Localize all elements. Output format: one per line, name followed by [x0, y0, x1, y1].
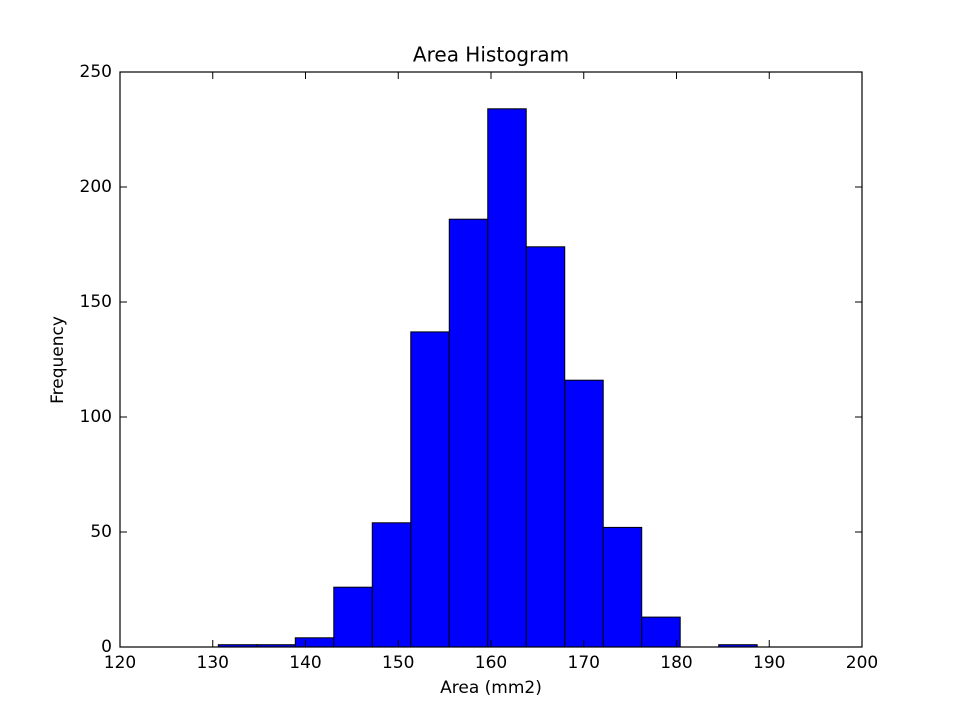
x-tick-label: 150 — [382, 653, 414, 673]
chart-title: Area Histogram — [413, 43, 569, 67]
y-tick-label: 0 — [101, 637, 112, 657]
bar — [487, 108, 527, 648]
y-tick-label: 100 — [80, 407, 112, 427]
bar — [371, 522, 412, 648]
y-tick-label: 250 — [80, 62, 112, 82]
x-tick-label: 140 — [289, 653, 321, 673]
bar — [564, 379, 604, 648]
bar — [641, 616, 681, 648]
x-tick-label: 160 — [475, 653, 507, 673]
x-tick-label: 120 — [104, 653, 136, 673]
x-tick-label: 200 — [846, 653, 878, 673]
y-tick-label: 200 — [80, 177, 112, 197]
bar — [333, 586, 373, 648]
bar — [525, 246, 566, 648]
x-tick-label: 130 — [197, 653, 229, 673]
bar — [448, 218, 489, 648]
y-tick-label: 150 — [80, 292, 112, 312]
x-tick-label: 180 — [660, 653, 692, 673]
x-tick-label: 190 — [753, 653, 785, 673]
y-axis-label: Frequency — [48, 316, 68, 404]
x-tick-label: 170 — [568, 653, 600, 673]
bar — [410, 331, 450, 648]
y-tick-label: 50 — [90, 522, 112, 542]
x-axis-label: Area (mm2) — [440, 678, 542, 698]
bar — [294, 637, 335, 648]
bar — [602, 526, 643, 648]
